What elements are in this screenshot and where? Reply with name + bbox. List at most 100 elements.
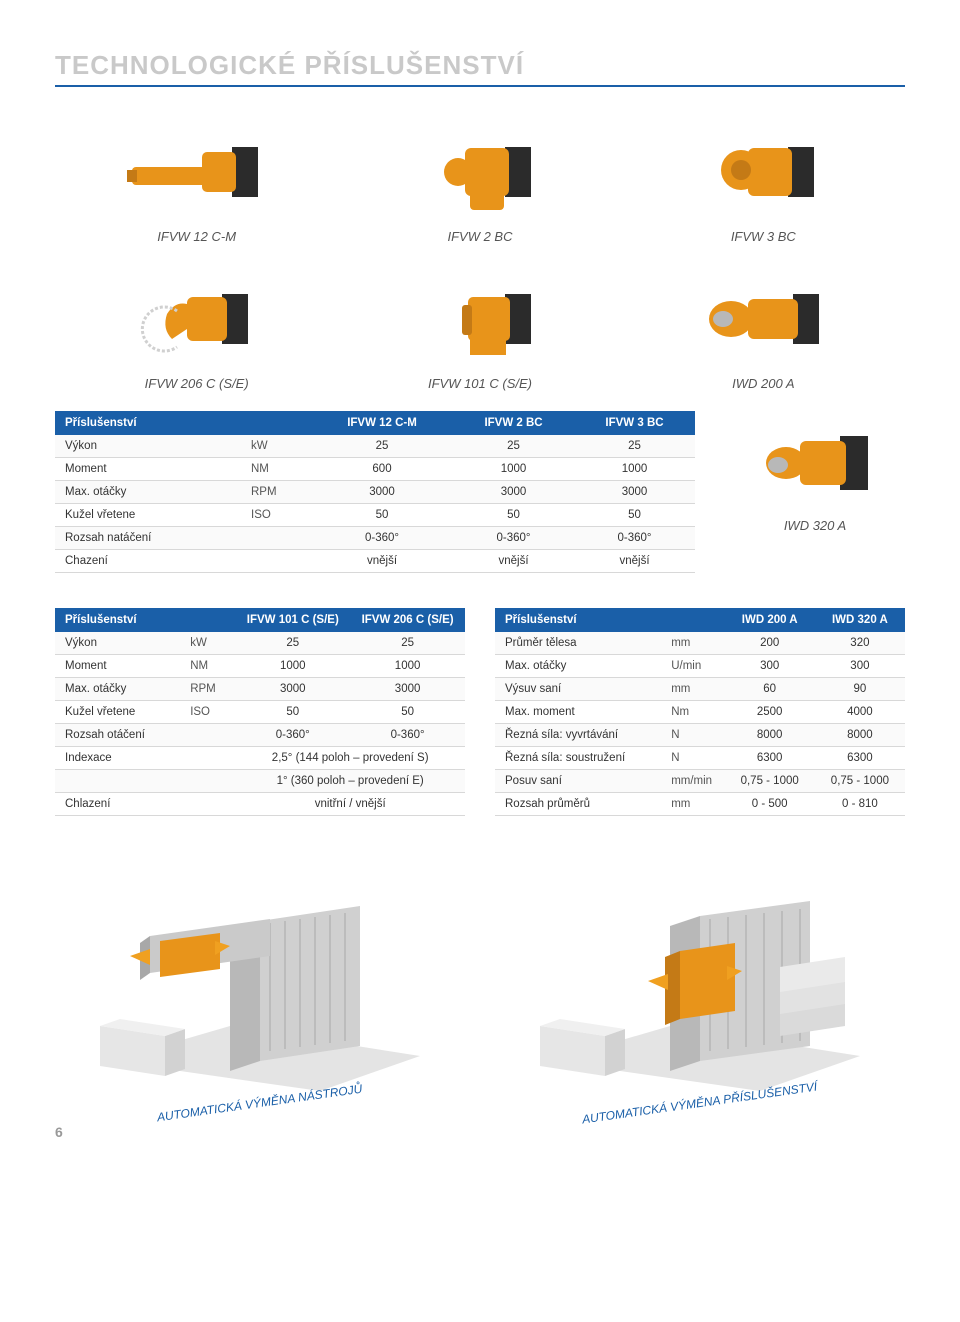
cell-value: 0-360°	[235, 724, 350, 747]
cell-unit: N	[667, 724, 724, 747]
table-row: VýkonkW2525	[55, 632, 465, 655]
table-row: 1° (360 poloh – provedení E)	[55, 770, 465, 793]
product-image	[678, 117, 848, 227]
cell-value: 90	[815, 678, 905, 701]
cell-label: Max. otáčky	[495, 655, 667, 678]
table-row: MomentNM10001000	[55, 655, 465, 678]
table-row: Výsuv sanímm6090	[495, 678, 905, 701]
cell-value: 50	[311, 504, 453, 527]
product-cell: IWD 200 A	[622, 264, 905, 391]
th: IFVW 3 BC	[574, 411, 695, 435]
product-row-1: IFVW 12 C-M IFVW 2 BC IFVW 3 BC	[55, 117, 905, 244]
product-image	[395, 117, 565, 227]
spec-table-3: Příslušenství IWD 200 A IWD 320 A Průměr…	[495, 608, 905, 816]
th	[667, 608, 724, 632]
cell-label: Chazení	[55, 550, 247, 573]
product-label: IWD 320 A	[784, 518, 846, 533]
cell-label: Řezná síla: vyvrtávání	[495, 724, 667, 747]
product-label: IFVW 101 C (S/E)	[428, 376, 532, 391]
cell-value: 320	[815, 632, 905, 655]
th: IWD 200 A	[725, 608, 815, 632]
cell-unit	[247, 527, 311, 550]
th: IFVW 12 C-M	[311, 411, 453, 435]
cell-value: 300	[815, 655, 905, 678]
table-row-2: Příslušenství IFVW 101 C (S/E) IFVW 206 …	[55, 608, 905, 816]
cell-unit: mm/min	[667, 770, 724, 793]
th	[247, 411, 311, 435]
product-label: IFVW 2 BC	[447, 229, 512, 244]
cell-label: Rozsah otáčení	[55, 724, 186, 747]
iso-machine-illustration	[510, 861, 890, 1111]
cell-value: 1° (360 poloh – provedení E)	[235, 770, 465, 793]
cell-value: 25	[574, 435, 695, 458]
cell-label: Moment	[55, 458, 247, 481]
cell-value: 0-360°	[574, 527, 695, 550]
cell-value: 200	[725, 632, 815, 655]
table-row: Max. otáčkyRPM30003000	[55, 678, 465, 701]
cell-value: 50	[453, 504, 574, 527]
spec-table-2: Příslušenství IFVW 101 C (S/E) IFVW 206 …	[55, 608, 465, 816]
th	[186, 608, 235, 632]
cell-value: 8000	[725, 724, 815, 747]
cell-label: Rozsah průměrů	[495, 793, 667, 816]
table-row: Rozsah otáčení0-360°0-360°	[55, 724, 465, 747]
table-row: Rozsah průměrůmm0 - 5000 - 810	[495, 793, 905, 816]
cell-value: 0-360°	[311, 527, 453, 550]
cell-label: Posuv saní	[495, 770, 667, 793]
product-image	[112, 117, 282, 227]
th: Příslušenství	[55, 608, 186, 632]
cell-label: Moment	[55, 655, 186, 678]
illustration-cell: AUTOMATICKÁ VÝMĚNA NÁSTROJŮ	[55, 861, 465, 1110]
cell-unit: kW	[186, 632, 235, 655]
table-row: Indexace2,5° (144 poloh – provedení S)	[55, 747, 465, 770]
cell-value: 0 - 810	[815, 793, 905, 816]
cell-value: 0 - 500	[725, 793, 815, 816]
page-number: 6	[55, 1124, 905, 1140]
cell-unit: mm	[667, 678, 724, 701]
product-label: IWD 200 A	[732, 376, 794, 391]
table-row: Chazenívnějšívnějšívnější	[55, 550, 695, 573]
th: Příslušenství	[55, 411, 247, 435]
cell-unit	[247, 550, 311, 573]
cell-unit: RPM	[247, 481, 311, 504]
cell-unit: ISO	[247, 504, 311, 527]
cell-value: 25	[350, 632, 465, 655]
cell-value: vnější	[311, 550, 453, 573]
cell-label	[55, 770, 186, 793]
cell-label: Max. otáčky	[55, 481, 247, 504]
cell-unit	[186, 793, 235, 816]
product-cell: IFVW 206 C (S/E)	[55, 264, 338, 391]
cell-unit	[186, 770, 235, 793]
table-row: Chlazenívnitřní / vnější	[55, 793, 465, 816]
product-label: IFVW 206 C (S/E)	[145, 376, 249, 391]
th: IWD 320 A	[815, 608, 905, 632]
table-row: Řezná síla: soustruženíN63006300	[495, 747, 905, 770]
spec-table-1: Příslušenství IFVW 12 C-M IFVW 2 BC IFVW…	[55, 411, 695, 573]
cell-unit: Nm	[667, 701, 724, 724]
cell-value: 60	[725, 678, 815, 701]
table-row: Řezná síla: vyvrtáváníN80008000	[495, 724, 905, 747]
table-row: VýkonkW252525	[55, 435, 695, 458]
cell-value: 3000	[350, 678, 465, 701]
cell-value: 2,5° (144 poloh – provedení S)	[235, 747, 465, 770]
cell-unit	[186, 724, 235, 747]
th: IFVW 101 C (S/E)	[235, 608, 350, 632]
cell-value: 50	[350, 701, 465, 724]
cell-label: Průměr tělesa	[495, 632, 667, 655]
cell-unit: NM	[247, 458, 311, 481]
cell-unit: NM	[186, 655, 235, 678]
cell-value: vnější	[453, 550, 574, 573]
table-row: Max. otáčkyRPM300030003000	[55, 481, 695, 504]
cell-unit: ISO	[186, 701, 235, 724]
cell-label: Kužel vřetene	[55, 504, 247, 527]
cell-value: vnější	[574, 550, 695, 573]
cell-value: 600	[311, 458, 453, 481]
product-cell: IFVW 2 BC	[338, 117, 621, 244]
product-label: IFVW 12 C-M	[157, 229, 236, 244]
cell-unit: mm	[667, 793, 724, 816]
cell-value: 1000	[350, 655, 465, 678]
illustration-cell: AUTOMATICKÁ VÝMĚNA PŘÍSLUŠENSTVÍ	[495, 861, 905, 1110]
product-label: IFVW 3 BC	[731, 229, 796, 244]
iso-machine-illustration	[70, 861, 450, 1111]
cell-value: vnitřní / vnější	[235, 793, 465, 816]
